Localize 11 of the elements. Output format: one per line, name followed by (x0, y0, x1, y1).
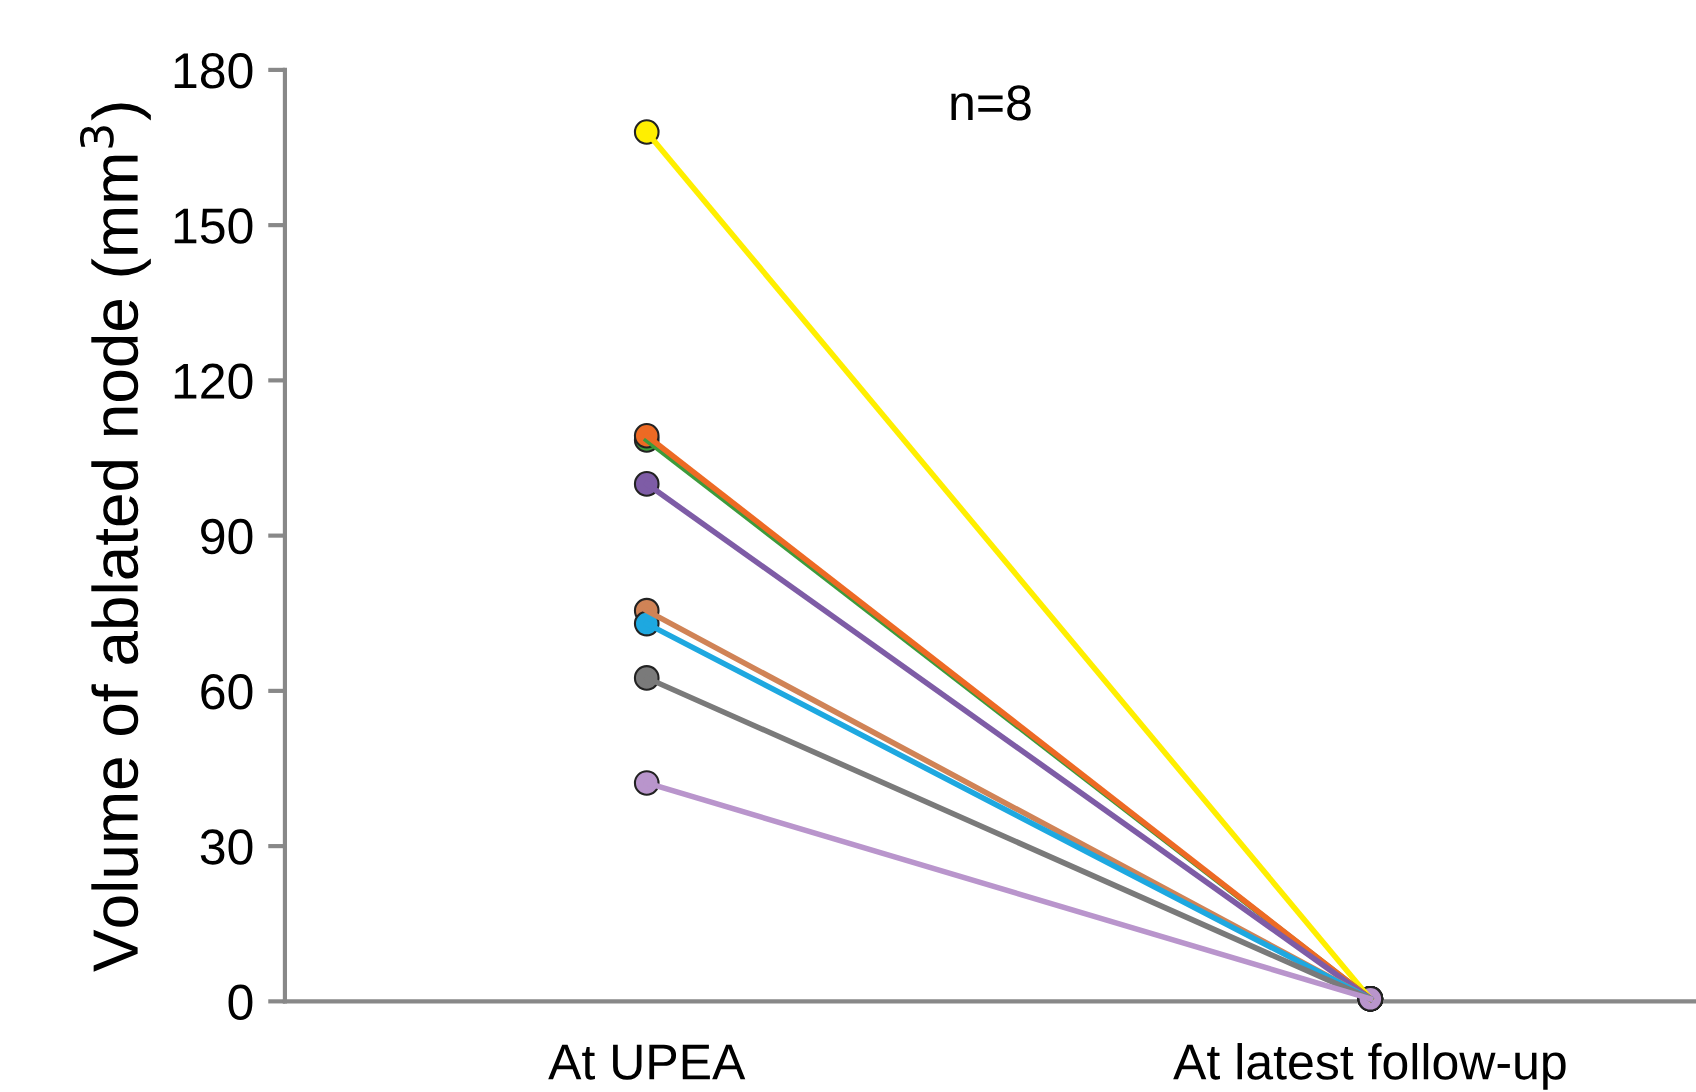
y-axis-title: Volume of ablated node (mm$^{3}$) (79, 103, 151, 972)
y-tick-label: 120 (174, 363, 253, 399)
y-tick-label: 180 (174, 53, 253, 89)
y-tick-label: 150 (174, 208, 253, 244)
y-tick-label: 30 (200, 829, 253, 865)
annotation: n=8 (951, 85, 1031, 121)
x-tick-label: At latest follow-up (1173, 1043, 1566, 1090)
y-tick-label: 90 (201, 518, 253, 555)
y-tick-label: 0 (228, 984, 253, 1020)
y-tick-label: 60 (201, 674, 253, 710)
x-tick-label: At UPEA (548, 1044, 746, 1080)
